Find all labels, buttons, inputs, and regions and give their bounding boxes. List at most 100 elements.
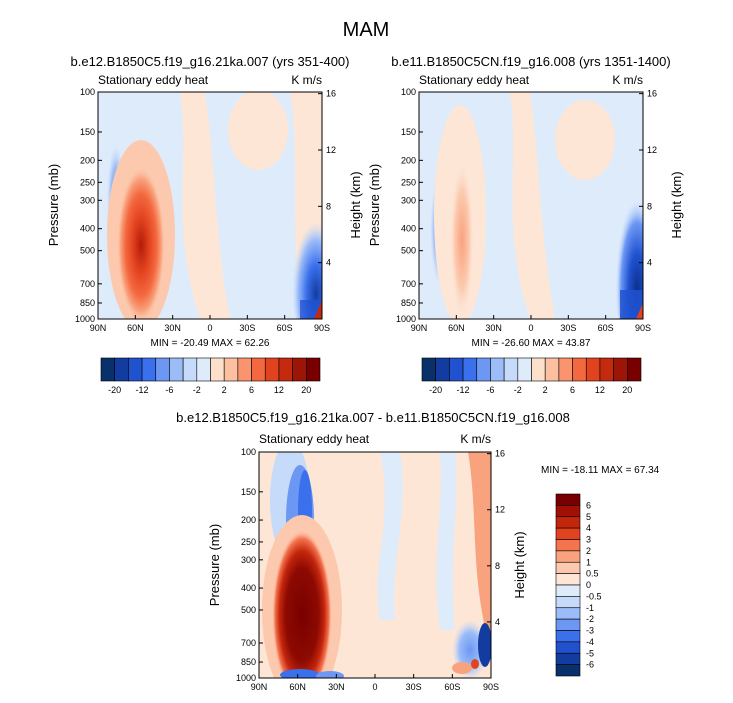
x-tick-label: 30S [406, 682, 422, 692]
colorbar-label: 20 [301, 385, 311, 395]
colorbar-swatch [555, 607, 581, 620]
y-tick-label: 300 [80, 195, 95, 205]
x-tick-label: 60N [448, 323, 465, 333]
panel-b-ylabel: Pressure (mb) [367, 164, 382, 246]
colorbar-swatch [555, 561, 581, 574]
colorbar-swatch [435, 357, 450, 382]
colorbar-swatch [555, 596, 581, 609]
colorbar-swatch [555, 584, 581, 597]
colorbar-label: 5 [586, 512, 591, 522]
colorbar-swatch [555, 630, 581, 643]
colorbar-swatch [503, 357, 519, 382]
colorbar-swatch [555, 618, 581, 631]
panel-a: b.e12.B1850C5.f19_g16.21ka.007 (yrs 351-… [46, 54, 363, 349]
x-tick-label: 60N [127, 323, 144, 333]
y2-tick-label: 8 [647, 201, 652, 211]
colorbar-label: -2 [193, 385, 201, 395]
panel-a-title: b.e12.B1850C5.f19_g16.21ka.007 (yrs 351-… [71, 54, 350, 69]
colorbar-c: 6 54 321 0.50-0.5 -1-2 -3-4-5 -6 [555, 493, 602, 677]
x-tick-label: 60S [277, 323, 293, 333]
x-tick-label: 30N [485, 323, 502, 333]
panel-c-sh-pink [452, 662, 472, 674]
y2-tick-label: 4 [495, 617, 500, 627]
panel-b-title: b.e11.B1850C5CN.f19_g16.008 (yrs 1351-14… [391, 54, 670, 69]
colorbar-a: -20 -12 -6 -2 2 6 12 20 [100, 357, 321, 395]
panel-c-midlat-positive-core [272, 530, 332, 678]
y-tick-label: 400 [80, 224, 95, 234]
panel-b-left-label: Stationary eddy heat [419, 73, 530, 87]
colorbar-label: -3 [586, 626, 594, 636]
x-tick-label: 60S [444, 682, 460, 692]
panel-b: b.e11.B1850C5CN.f19_g16.008 (yrs 1351-14… [367, 54, 684, 349]
colorbar-swatch [264, 357, 280, 382]
panel-a-polar-hotspot [314, 300, 322, 319]
colorbar-label: -5 [586, 648, 594, 658]
x-tick-label: 90S [483, 682, 499, 692]
x-tick-label: 60S [598, 323, 614, 333]
y-tick-label: 700 [241, 638, 256, 648]
panel-c-units: K m/s [460, 432, 491, 446]
colorbar-swatch [555, 493, 581, 506]
colorbar-label: 20 [622, 385, 632, 395]
colorbar-swatch [555, 516, 581, 529]
panel-c-sfc-negative-2 [316, 671, 344, 678]
colorbar-swatch [558, 357, 573, 382]
y-tick-label: 100 [401, 87, 416, 97]
panel-a-midlat-positive-core [117, 167, 165, 319]
colorbar-label: 0 [586, 580, 591, 590]
panel-c-sh-positive [468, 452, 491, 640]
y-tick-label: 850 [80, 298, 95, 308]
y-tick-label: 850 [401, 298, 416, 308]
colorbar-swatch [155, 357, 170, 382]
colorbar-label: 2 [543, 385, 548, 395]
colorbar-swatch [237, 357, 252, 382]
panel-a-tropical-positive [180, 92, 230, 319]
colorbar-swatch [100, 357, 115, 382]
colorbar-label: 3 [586, 535, 591, 545]
y-tick-label: 300 [241, 555, 256, 565]
y-tick-label: 200 [80, 155, 95, 165]
y2-tick-label: 4 [326, 258, 331, 268]
colorbar-swatch [114, 357, 129, 382]
colorbar-label: 6 [249, 385, 254, 395]
x-tick-label: 90N [90, 323, 107, 333]
colorbar-swatch [141, 357, 157, 382]
panel-c: b.e12.B1850C5.f19_g16.21ka.007 - b.e11.B… [176, 410, 659, 692]
panel-c-eq-negative [436, 452, 457, 630]
x-tick-label: 60N [289, 682, 306, 692]
y-tick-label: 100 [80, 87, 95, 97]
colorbar-label: -2 [586, 614, 594, 624]
y-tick-label: 850 [241, 657, 256, 667]
panel-b-upper-positive [555, 100, 615, 180]
y2-tick-label: 12 [326, 145, 336, 155]
colorbar-swatch [292, 357, 307, 382]
colorbar-swatch [210, 357, 225, 382]
y-tick-label: 500 [80, 246, 95, 256]
x-tick-label: 0 [528, 323, 533, 333]
panel-c-sh-red [471, 659, 479, 669]
colorbar-label: -6 [165, 385, 173, 395]
colorbar-swatch [585, 357, 601, 382]
colorbar-swatch [555, 652, 581, 665]
panel-a-field [98, 92, 322, 319]
colorbar-label: -6 [486, 385, 494, 395]
x-tick-label: 30S [239, 323, 255, 333]
colorbar-b: -20 -12 -6 -2 2 6 12 20 [421, 357, 642, 395]
y-tick-label: 300 [401, 195, 416, 205]
panel-a-axes: 100 150 200 250 300 400 500 700 850 1000 16 12 8 4 90N… [75, 87, 336, 333]
y2-tick-label: 12 [647, 145, 657, 155]
y-tick-label: 100 [241, 447, 256, 457]
x-tick-label: 90S [314, 323, 330, 333]
colorbar-label: -6 [586, 660, 594, 670]
panel-c-axes: 100 150 200 250 300 400 500 700 850 1000 16 12 8 4 90N… [236, 447, 505, 692]
y-tick-label: 1000 [396, 314, 416, 324]
colorbar-swatch [251, 357, 266, 382]
colorbar-swatch [555, 664, 581, 677]
figure-title: MAM [343, 19, 390, 41]
colorbar-label: -0.5 [586, 591, 602, 601]
y2-tick-label: 16 [326, 89, 336, 99]
colorbar-label: -2 [514, 385, 522, 395]
panel-a-left-label: Stationary eddy heat [98, 73, 209, 87]
colorbar-label: 4 [586, 523, 591, 533]
y-tick-label: 150 [241, 487, 256, 497]
